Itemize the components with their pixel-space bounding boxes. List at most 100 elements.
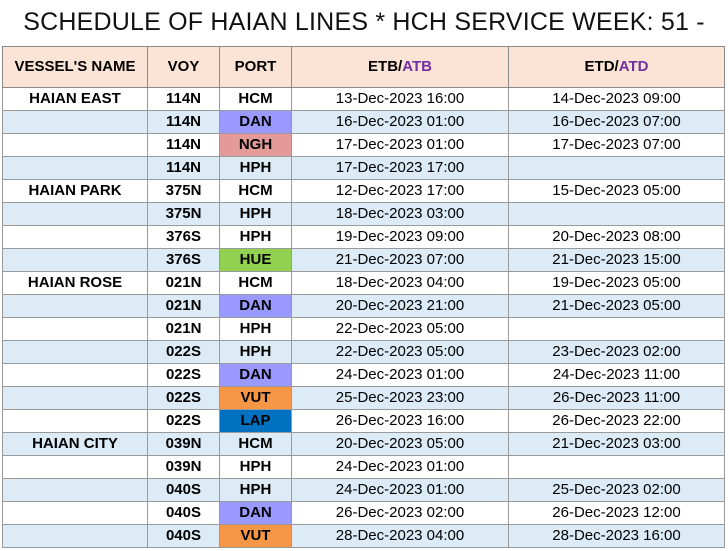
port-cell: DAN [219, 110, 292, 134]
table-row: 022S LAP 26-Dec-2023 16:00 26-Dec-2023 22:0… [2, 409, 725, 433]
table-row: 376S HPH 19-Dec-2023 09:00 20-Dec-2023 08:0… [2, 225, 725, 249]
vessel-name-cell: HAIAN CITY [2, 432, 148, 456]
port-cell: HPH [219, 202, 292, 226]
etd-cell: 21-Dec-2023 05:00 [508, 294, 725, 318]
port-cell: HPH [219, 455, 292, 479]
schedule-body: HAIAN EAST 114N HCM 13-Dec-2023 16:00 14-Dec… [2, 87, 725, 548]
voyage-cell: 114N [147, 110, 220, 134]
table-row: 021N DAN 20-Dec-2023 21:00 21-Dec-2023 05:0… [2, 294, 725, 318]
port-cell: NGH [219, 133, 292, 157]
etb-cell: 20-Dec-2023 21:00 [291, 294, 509, 318]
etd-cell: 26-Dec-2023 11:00 [508, 386, 725, 410]
etb-cell: 21-Dec-2023 07:00 [291, 248, 509, 272]
table-row: 040S DAN 26-Dec-2023 02:00 26-Dec-2023 12:0… [2, 501, 725, 525]
etb-cell: 22-Dec-2023 05:00 [291, 317, 509, 341]
table-row: 040S HPH 24-Dec-2023 01:00 25-Dec-2023 02:0… [2, 478, 725, 502]
table-row: 114N DAN 16-Dec-2023 01:00 16-Dec-2023 07:0… [2, 110, 725, 134]
vessel-name-cell [2, 455, 148, 479]
etb-cell: 18-Dec-2023 03:00 [291, 202, 509, 226]
etd-cell: 15-Dec-2023 05:00 [508, 179, 725, 203]
port-cell: HPH [219, 317, 292, 341]
vessel-name-cell [2, 340, 148, 364]
port-cell: HCM [219, 87, 292, 111]
table-row: 376S HUE 21-Dec-2023 07:00 21-Dec-2023 15:0… [2, 248, 725, 272]
port-cell: DAN [219, 363, 292, 387]
etb-cell: 20-Dec-2023 05:00 [291, 432, 509, 456]
etd-cell: 19-Dec-2023 05:00 [508, 271, 725, 295]
voyage-cell: 022S [147, 386, 220, 410]
schedule-table: VESSEL'S NAME VOY PORT ETB/ATB ETD/ATD H… [2, 46, 725, 548]
voyage-cell: 040S [147, 501, 220, 525]
header-etb-label: ETB/ [368, 58, 403, 75]
etd-cell [508, 156, 725, 180]
port-cell: HPH [219, 156, 292, 180]
voyage-cell: 039N [147, 432, 220, 456]
vessel-name-cell [2, 363, 148, 387]
etd-cell: 26-Dec-2023 22:00 [508, 409, 725, 433]
etd-cell: 23-Dec-2023 02:00 [508, 340, 725, 364]
etd-cell [508, 202, 725, 226]
vessel-name-cell [2, 409, 148, 433]
vessel-name-cell [2, 524, 148, 548]
vessel-name-cell [2, 202, 148, 226]
table-row: HAIAN EAST 114N HCM 13-Dec-2023 16:00 14-Dec… [2, 87, 725, 111]
port-cell: VUT [219, 524, 292, 548]
voyage-cell: 022S [147, 363, 220, 387]
etd-cell: 17-Dec-2023 07:00 [508, 133, 725, 157]
header-etd-label: ETD/ [584, 58, 619, 75]
etb-cell: 12-Dec-2023 17:00 [291, 179, 509, 203]
port-cell: HPH [219, 340, 292, 364]
page-title: SCHEDULE OF HAIAN LINES * HCH SERVICE WE… [23, 8, 705, 80]
vessel-name-cell [2, 248, 148, 272]
etb-cell: 28-Dec-2023 04:00 [291, 524, 509, 548]
header-vessel-name: VESSEL'S NAME [2, 46, 148, 88]
voyage-cell: 040S [147, 524, 220, 548]
port-cell: HUE [219, 248, 292, 272]
port-cell: HPH [219, 225, 292, 249]
table-row: 021N HPH 22-Dec-2023 05:00 [2, 317, 725, 341]
header-port: PORT [219, 46, 292, 88]
table-row: 114N HPH 17-Dec-2023 17:00 [2, 156, 725, 180]
port-cell: VUT [219, 386, 292, 410]
table-row: 022S DAN 24-Dec-2023 01:00 24-Dec-2023 11:0… [2, 363, 725, 387]
vessel-name-cell [2, 110, 148, 134]
voyage-cell: 376S [147, 225, 220, 249]
etd-cell [508, 317, 725, 341]
etd-cell: 21-Dec-2023 03:00 [508, 432, 725, 456]
port-cell: LAP [219, 409, 292, 433]
vessel-name-cell: HAIAN ROSE [2, 271, 148, 295]
etb-cell: 13-Dec-2023 16:00 [291, 87, 509, 111]
etb-cell: 26-Dec-2023 02:00 [291, 501, 509, 525]
table-row: 114N NGH 17-Dec-2023 01:00 17-Dec-2023 07:0… [2, 133, 725, 157]
etb-cell: 26-Dec-2023 16:00 [291, 409, 509, 433]
voyage-cell: 021N [147, 294, 220, 318]
vessel-name-cell [2, 156, 148, 180]
etb-cell: 22-Dec-2023 05:00 [291, 340, 509, 364]
header-atb-label: ATB [402, 58, 432, 75]
port-cell: HCM [219, 271, 292, 295]
vessel-name-cell [2, 294, 148, 318]
port-cell: DAN [219, 294, 292, 318]
vessel-name-cell [2, 501, 148, 525]
table-row: HAIAN PARK 375N HCM 12-Dec-2023 17:00 15-Dec… [2, 179, 725, 203]
header-etd-atd: ETD/ATD [508, 46, 725, 88]
vessel-name-cell [2, 133, 148, 157]
etd-cell: 25-Dec-2023 02:00 [508, 478, 725, 502]
etd-cell: 26-Dec-2023 12:00 [508, 501, 725, 525]
voyage-cell: 039N [147, 455, 220, 479]
voyage-cell: 375N [147, 179, 220, 203]
etb-cell: 17-Dec-2023 17:00 [291, 156, 509, 180]
etd-cell: 24-Dec-2023 11:00 [508, 363, 725, 387]
etd-cell [508, 455, 725, 479]
etb-cell: 16-Dec-2023 01:00 [291, 110, 509, 134]
vessel-name-cell: HAIAN EAST [2, 87, 148, 111]
table-row: HAIAN ROSE 021N HCM 18-Dec-2023 04:00 19-Dec… [2, 271, 725, 295]
etd-cell: 28-Dec-2023 16:00 [508, 524, 725, 548]
voyage-cell: 022S [147, 409, 220, 433]
vessel-name-cell: HAIAN PARK [2, 179, 148, 203]
etb-cell: 17-Dec-2023 01:00 [291, 133, 509, 157]
voyage-cell: 114N [147, 87, 220, 111]
voyage-cell: 040S [147, 478, 220, 502]
header-row: VESSEL'S NAME VOY PORT ETB/ATB ETD/ATD [2, 46, 725, 88]
header-etb-atb: ETB/ATB [291, 46, 509, 88]
